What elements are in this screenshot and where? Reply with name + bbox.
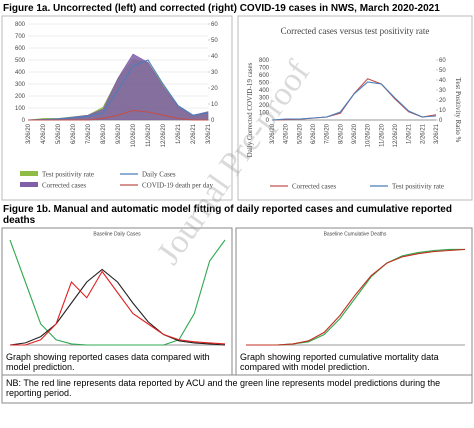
line	[28, 109, 208, 121]
y2-tick-label: 40	[439, 78, 446, 84]
x-tick-label: 4/26/20	[41, 123, 47, 144]
y-tick-label: 100	[15, 106, 26, 112]
x-tick-label: 9/26/20	[116, 123, 122, 144]
y2-tick-label: 0	[211, 118, 215, 124]
y-tick-label: 400	[15, 70, 26, 76]
y2-tick-label: 10	[211, 102, 218, 108]
x-tick-label: 10/26/20	[131, 123, 137, 147]
chart-title: Baseline Cumulative Deaths	[324, 231, 387, 237]
x-tick-label: 1/26/21	[407, 123, 413, 144]
y-tick-label: 500	[259, 81, 270, 87]
y-tick-label: 200	[259, 103, 270, 109]
y-tick-label: 200	[15, 94, 26, 100]
y-tick-label: 600	[259, 73, 270, 79]
y-axis-label: Daily Corrected COVID-19 cases	[246, 62, 254, 157]
area	[27, 53, 209, 121]
y-tick-label: 800	[259, 58, 270, 64]
y2-tick-label: 40	[211, 54, 218, 60]
x-tick-label: 12/26/20	[393, 123, 399, 147]
y2-tick-label: 30	[211, 70, 218, 76]
legend-swatch	[20, 182, 38, 187]
legend-label: Test positivity rate	[392, 183, 444, 191]
x-tick-label: 2/26/21	[191, 123, 197, 144]
x-tick-label: 6/26/20	[311, 123, 317, 144]
y-tick-label: 800	[15, 22, 26, 28]
heading: Figure 1a. Uncorrected (left) and correc…	[3, 3, 440, 14]
chart-title: Baseline Daily Cases	[93, 231, 141, 237]
y-tick-label: 100	[259, 111, 270, 117]
x-tick-label: 3/26/21	[206, 123, 212, 144]
y2-tick-label: 60	[211, 22, 218, 28]
frame	[237, 15, 473, 201]
y2-tick-label: 0	[439, 118, 443, 124]
x-tick-label: 9/26/20	[352, 123, 358, 144]
x-tick-label: 12/26/20	[161, 123, 167, 147]
line	[9, 239, 226, 346]
x-tick-label: 11/26/20	[379, 123, 385, 147]
x-tick-label: 8/26/20	[101, 123, 107, 144]
x-tick-label: 8/26/20	[338, 123, 344, 144]
line	[9, 268, 226, 346]
legend-label: Daily Cases	[142, 171, 176, 179]
x-tick-label: 3/26/21	[434, 123, 440, 144]
legend-label: Corrected cases	[292, 183, 336, 191]
y-tick-label: 700	[259, 66, 270, 72]
caption: Graph showing reported cases data compar…	[6, 352, 210, 372]
x-tick-label: 3/26/20	[26, 123, 32, 144]
y-tick-label: 400	[259, 88, 270, 94]
legend-label: Corrected cases	[42, 182, 86, 190]
caption: Graph showing reported cumulative mortal…	[240, 352, 439, 372]
line	[27, 59, 209, 121]
x-tick-label: 5/26/20	[56, 123, 62, 144]
y-tick-label: 300	[15, 82, 26, 88]
y2-axis-label: Test Positivity Ratio %	[454, 78, 462, 143]
x-tick-label: 5/26/20	[297, 123, 303, 144]
y2-tick-label: 50	[211, 38, 218, 44]
chart-title: Corrected cases versus test positivity r…	[281, 26, 430, 36]
y-tick-label: 600	[15, 46, 26, 52]
x-tick-label: 7/26/20	[86, 123, 92, 144]
y2-tick-label: 60	[439, 58, 446, 64]
heading: Figure 1b. Manual and automatic model fi…	[3, 204, 452, 226]
y2-tick-label: 30	[439, 88, 446, 94]
y2-tick-label: 50	[439, 68, 446, 74]
line	[246, 248, 465, 346]
x-tick-label: 7/26/20	[325, 123, 331, 144]
y2-tick-label: 20	[439, 98, 446, 104]
x-tick-label: 3/26/20	[270, 123, 276, 144]
legend-label: Test positivity rate	[42, 171, 94, 179]
y-tick-label: 500	[15, 58, 26, 64]
x-tick-label: 1/26/21	[176, 123, 182, 144]
y-tick-label: 0	[266, 118, 270, 124]
x-tick-label: 11/26/20	[146, 123, 152, 147]
y2-tick-label: 10	[439, 108, 446, 114]
x-tick-label: 4/26/20	[284, 123, 290, 144]
frame	[1, 15, 233, 201]
y-tick-label: 700	[15, 34, 26, 40]
y-tick-label: 0	[22, 118, 26, 124]
y-tick-label: 300	[259, 96, 270, 102]
x-tick-label: 2/26/21	[420, 123, 426, 144]
line	[10, 270, 226, 346]
frame	[1, 374, 473, 404]
line	[246, 248, 466, 346]
x-tick-label: 6/26/20	[71, 123, 77, 144]
note: NB: The red line represents data reporte…	[6, 378, 441, 398]
x-tick-label: 10/26/20	[366, 123, 372, 147]
legend-label: COVID-19 death per day	[142, 182, 213, 190]
line	[271, 81, 437, 121]
y2-tick-label: 20	[211, 86, 218, 92]
legend-swatch	[20, 171, 38, 176]
